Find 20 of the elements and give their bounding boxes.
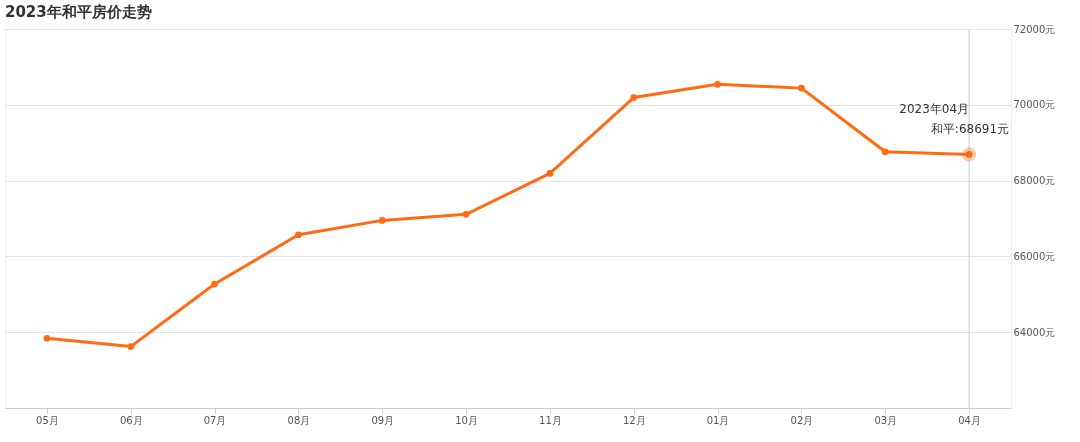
- y-tick-label: 68000元: [1013, 175, 1056, 187]
- x-tick-label: 11月: [539, 414, 562, 426]
- x-tick-label: 06月: [119, 414, 143, 426]
- x-tick-label: 12月: [622, 414, 646, 426]
- x-tick-label: 02月: [790, 414, 814, 426]
- x-tick-label: 09月: [371, 414, 395, 426]
- chart-title: 2023年和平房价走势: [5, 3, 152, 21]
- y-tick-label: 64000元: [1013, 326, 1056, 338]
- x-tick-label: 01月: [706, 414, 730, 426]
- x-tick-label: 10月: [455, 414, 478, 426]
- x-tick-label: 05月: [36, 414, 59, 426]
- x-tick-label: 07月: [203, 414, 227, 426]
- x-tick-label: 04月: [958, 414, 981, 426]
- x-tick-label: 08月: [287, 414, 311, 426]
- annotation: 和平:68691元: [930, 122, 1010, 137]
- y-tick-label: 70000元: [1013, 99, 1056, 111]
- x-tick-label: 03月: [874, 414, 898, 426]
- y-tick-label: 66000元: [1013, 250, 1056, 262]
- y-tick-label: 72000元: [1013, 23, 1056, 35]
- annotation: 2023年04月: [899, 102, 970, 117]
